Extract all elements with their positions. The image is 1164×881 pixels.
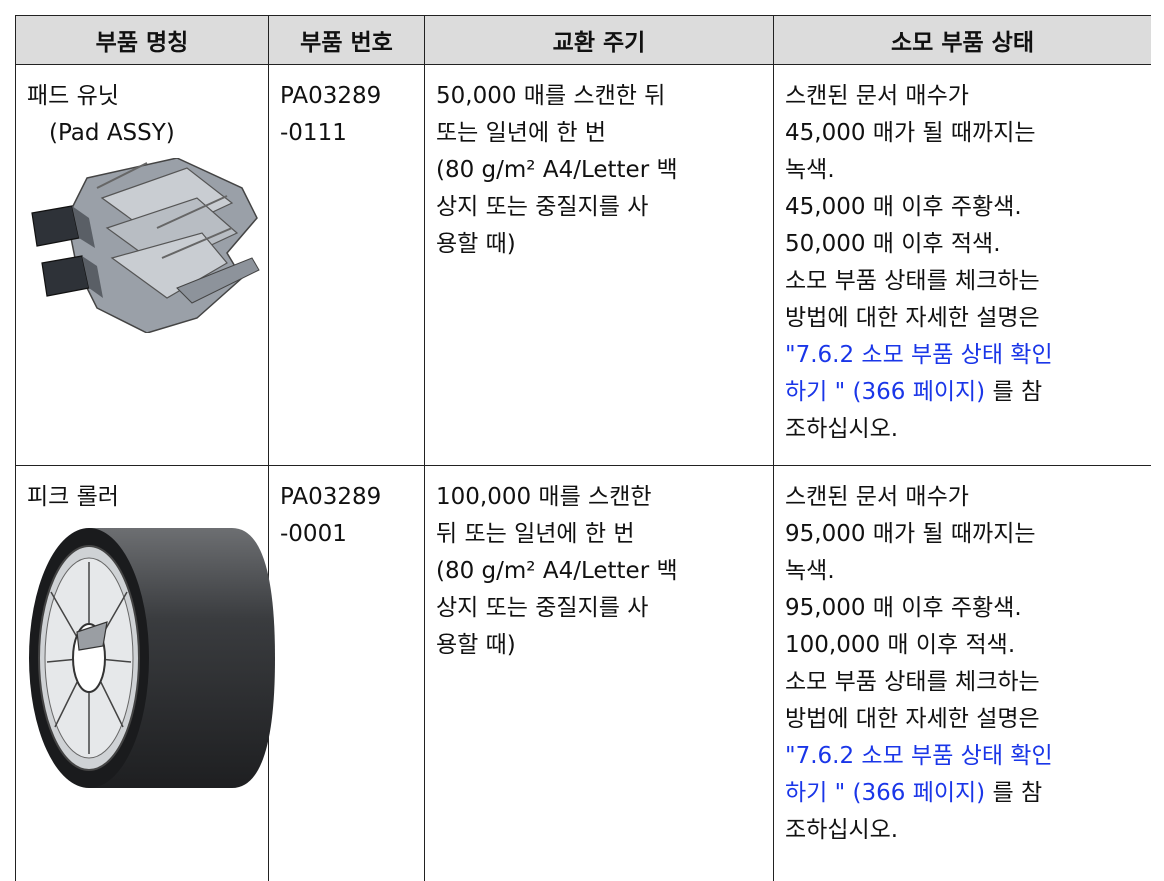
- cycle-line: 용할 때): [436, 632, 516, 658]
- header-cell: 소모 부품 상태: [773, 15, 1151, 65]
- part-number: -0111: [280, 120, 347, 146]
- table-container: 부품 명칭 부품 번호 교환 주기 소모 부품 상태 패드 유닛 (Pad ASSY) …: [15, 15, 1151, 881]
- status-line: 소모 부품 상태를 체크하는: [785, 664, 1143, 701]
- status-text: 방법에 대한 자세한 설명은: [785, 706, 1040, 732]
- parts-table: 부품 명칭 부품 번호 교환 주기 소모 부품 상태 패드 유닛 (Pad ASSY) …: [15, 15, 1151, 881]
- status-line: "7.6.2 소모 부품 상태 확인: [785, 337, 1143, 374]
- header-cell: 부품 번호: [268, 15, 425, 65]
- status-text: 조하십시오.: [785, 817, 899, 843]
- status-line: 방법에 대한 자세한 설명은: [785, 701, 1143, 738]
- status-link[interactable]: "7.6.2 소모 부품 상태 확인: [785, 743, 1053, 769]
- status-text: 50,000 매 이후 적색.: [785, 231, 1001, 257]
- status-text: 45,000 매가 될 때까지는: [785, 120, 1036, 146]
- status-text: 를 참: [985, 780, 1043, 806]
- status-text: 95,000 매가 될 때까지는: [785, 521, 1036, 547]
- status-text: 녹색.: [785, 157, 835, 183]
- cycle-line: 50,000 매를 스캔한 뒤: [436, 83, 666, 109]
- part-number: -0001: [280, 521, 347, 547]
- cycle-line: 상지 또는 중질지를 사: [436, 595, 649, 621]
- status-text: 소모 부품 상태를 체크하는: [785, 669, 1040, 695]
- status-line: 소모 부품 상태를 체크하는: [785, 263, 1143, 300]
- part-number-cell: PA03289 -0111: [268, 64, 425, 466]
- part-name: 패드 유닛: [27, 83, 119, 109]
- status-line: 95,000 매가 될 때까지는: [785, 516, 1143, 553]
- status-text: 소모 부품 상태를 체크하는: [785, 268, 1040, 294]
- status-text: 100,000 매 이후 적색.: [785, 632, 1016, 658]
- part-name-cell: 피크 롤러: [15, 465, 275, 881]
- cycle-line: 상지 또는 중질지를 사: [436, 194, 649, 220]
- status-link[interactable]: 하기 " (366 페이지): [785, 780, 986, 806]
- status-text: 95,000 매 이후 주황색.: [785, 595, 1022, 621]
- part-number: PA03289: [280, 484, 382, 510]
- table-row: 패드 유닛 (Pad ASSY) PA03289 -0111 50,000 매를 스캔…: [15, 64, 1151, 466]
- status-line: 녹색.: [785, 553, 1143, 590]
- status-link[interactable]: "7.6.2 소모 부품 상태 확인: [785, 342, 1053, 368]
- status-line: 스캔된 문서 매수가: [785, 479, 1143, 516]
- header-row: 부품 명칭 부품 번호 교환 주기 소모 부품 상태: [15, 15, 1151, 65]
- status-line: "7.6.2 소모 부품 상태 확인: [785, 738, 1143, 775]
- pad-unit-image: [31, 158, 260, 333]
- status-text: 방법에 대한 자세한 설명은: [785, 305, 1040, 331]
- status-text: 45,000 매 이후 주황색.: [785, 194, 1022, 220]
- status-text: 를 참: [985, 379, 1043, 405]
- status-line: 조하십시오.: [785, 411, 1143, 448]
- status-line: 50,000 매 이후 적색.: [785, 226, 1143, 263]
- part-name: 피크 롤러: [27, 484, 119, 510]
- status-line: 스캔된 문서 매수가: [785, 78, 1143, 115]
- status-text: 스캔된 문서 매수가: [785, 83, 969, 109]
- status-line: 방법에 대한 자세한 설명은: [785, 300, 1143, 337]
- status-line: 녹색.: [785, 152, 1143, 189]
- status-line: 45,000 매 이후 주황색.: [785, 189, 1143, 226]
- status-line: 95,000 매 이후 주황색.: [785, 590, 1143, 627]
- cycle-line: 또는 일년에 한 번: [436, 120, 607, 146]
- cycle-line: 100,000 매를 스캔한: [436, 484, 652, 510]
- status-line: 하기 " (366 페이지) 를 참: [785, 374, 1143, 411]
- status-text: 조하십시오.: [785, 416, 899, 442]
- status-link[interactable]: 하기 " (366 페이지): [785, 379, 986, 405]
- pick-roller-image: [29, 528, 275, 788]
- status-text: 스캔된 문서 매수가: [785, 484, 969, 510]
- status-line: 45,000 매가 될 때까지는: [785, 115, 1143, 152]
- cycle-line: 뒤 또는 일년에 한 번: [436, 521, 635, 547]
- status-line: 하기 " (366 페이지) 를 참: [785, 775, 1143, 812]
- header-cell: 교환 주기: [424, 15, 774, 65]
- cycle-line: (80 g/m² A4/Letter 백: [436, 157, 678, 183]
- cycle-line: (80 g/m² A4/Letter 백: [436, 558, 678, 584]
- part-number-cell: PA03289 -0001: [268, 465, 425, 881]
- part-name-cell: 패드 유닛 (Pad ASSY): [15, 64, 269, 466]
- part-name: (Pad ASSY): [49, 120, 175, 146]
- part-number: PA03289: [280, 83, 382, 109]
- status-line: 조하십시오.: [785, 812, 1143, 849]
- status-line: 100,000 매 이후 적색.: [785, 627, 1143, 664]
- cycle-line: 용할 때): [436, 231, 516, 257]
- header-cell: 부품 명칭: [15, 15, 269, 65]
- status-text: 녹색.: [785, 558, 835, 584]
